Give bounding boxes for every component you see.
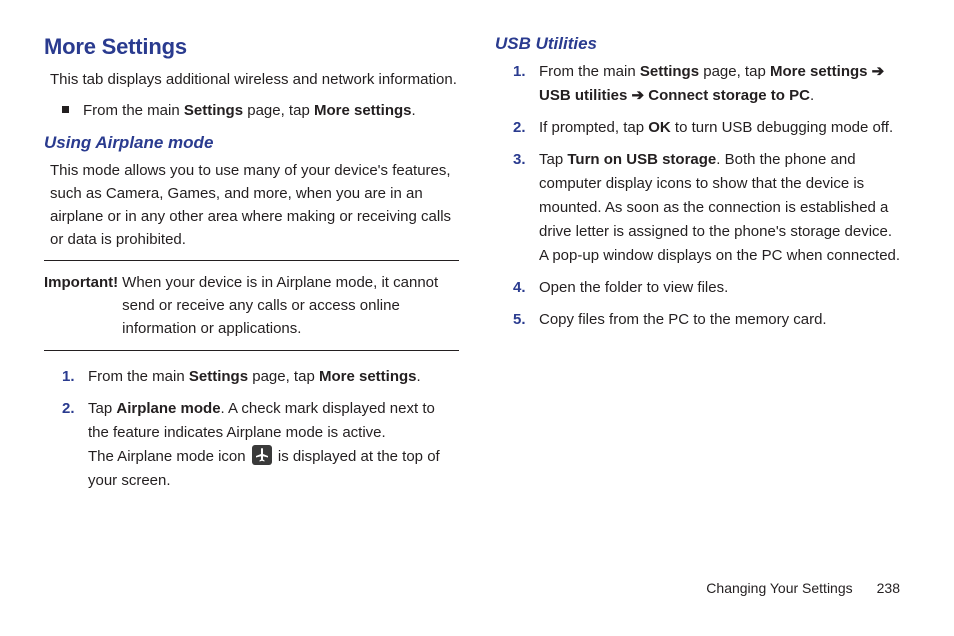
arrow-icon: ➔ xyxy=(627,87,648,104)
bullet-text: From the main Settings page, tap More se… xyxy=(83,99,459,122)
text-fragment: . xyxy=(411,102,415,119)
step-body: From the main Settings page, tap More se… xyxy=(88,365,459,389)
step-number: 2. xyxy=(513,116,539,140)
step-number: 1. xyxy=(62,365,88,389)
heading-usb-utilities: USB Utilities xyxy=(495,34,910,54)
text-fragment: If prompted, tap xyxy=(539,119,648,136)
text-fragment: From the main xyxy=(539,63,640,80)
bold-text: Settings xyxy=(640,63,699,80)
step-number: 3. xyxy=(513,148,539,268)
bold-text: Turn on USB storage xyxy=(567,151,716,168)
text-fragment: . xyxy=(810,87,814,104)
heading-more-settings: More Settings xyxy=(44,34,459,60)
bold-settings: Settings xyxy=(184,102,243,119)
page-footer: Changing Your Settings 238 xyxy=(706,580,900,596)
step-item: 4. Open the folder to view files. xyxy=(513,276,910,300)
bold-text: Settings xyxy=(189,368,248,385)
page-container: More Settings This tab displays addition… xyxy=(0,0,954,636)
airplane-intro: This mode allows you to use many of your… xyxy=(50,159,459,252)
step-body: Tap Airplane mode. A check mark displaye… xyxy=(88,397,459,493)
text-fragment: From the main xyxy=(83,102,184,119)
bold-text: More settings xyxy=(319,368,417,385)
footer-page-number: 238 xyxy=(877,580,900,596)
step-item: 3. Tap Turn on USB storage. Both the pho… xyxy=(513,148,910,268)
step-body: Tap Turn on USB storage. Both the phone … xyxy=(539,148,910,268)
bold-text: OK xyxy=(648,119,671,136)
footer-section: Changing Your Settings xyxy=(706,580,852,596)
square-bullet-icon xyxy=(62,106,69,113)
right-column: USB Utilities 1. From the main Settings … xyxy=(477,34,910,612)
airplane-steps: 1. From the main Settings page, tap More… xyxy=(62,365,459,493)
step-body: From the main Settings page, tap More se… xyxy=(539,60,910,108)
step-body: Open the folder to view files. xyxy=(539,276,910,300)
step-number: 5. xyxy=(513,308,539,332)
left-column: More Settings This tab displays addition… xyxy=(44,34,477,612)
usb-steps: 1. From the main Settings page, tap More… xyxy=(513,60,910,332)
text-fragment: A pop-up window displays on the PC when … xyxy=(539,247,900,264)
text-fragment: Tap xyxy=(88,400,116,417)
bold-more-settings: More settings xyxy=(314,102,412,119)
arrow-icon: ➔ xyxy=(867,63,884,80)
step-number: 4. xyxy=(513,276,539,300)
airplane-icon xyxy=(252,445,272,465)
text-fragment: The Airplane mode icon xyxy=(88,448,250,465)
text-fragment: Tap xyxy=(539,151,567,168)
bold-text: More settings xyxy=(770,63,868,80)
text-fragment: to turn USB debugging mode off. xyxy=(671,119,893,136)
text-fragment: page, tap xyxy=(699,63,770,80)
step-item: 1. From the main Settings page, tap More… xyxy=(62,365,459,389)
bold-text: Connect storage to PC xyxy=(648,87,810,104)
step-item: 2. If prompted, tap OK to turn USB debug… xyxy=(513,116,910,140)
text-fragment: . xyxy=(416,368,420,385)
step-number: 1. xyxy=(513,60,539,108)
heading-airplane-mode: Using Airplane mode xyxy=(44,133,459,153)
bold-text: USB utilities xyxy=(539,87,627,104)
text-fragment: page, tap xyxy=(243,102,314,119)
more-settings-intro: This tab displays additional wireless an… xyxy=(50,68,459,91)
note-label: Important! xyxy=(44,271,118,341)
step-body: If prompted, tap OK to turn USB debuggin… xyxy=(539,116,910,140)
text-fragment: From the main xyxy=(88,368,189,385)
important-note: Important! When your device is in Airpla… xyxy=(44,260,459,352)
bold-text: Airplane mode xyxy=(116,400,220,417)
step-number: 2. xyxy=(62,397,88,493)
step-item: 5. Copy files from the PC to the memory … xyxy=(513,308,910,332)
step-body: Copy files from the PC to the memory car… xyxy=(539,308,910,332)
text-fragment: page, tap xyxy=(248,368,319,385)
step-item: 2. Tap Airplane mode. A check mark displ… xyxy=(62,397,459,493)
bullet-item: From the main Settings page, tap More se… xyxy=(62,99,459,122)
note-body: When your device is in Airplane mode, it… xyxy=(122,271,459,341)
step-item: 1. From the main Settings page, tap More… xyxy=(513,60,910,108)
